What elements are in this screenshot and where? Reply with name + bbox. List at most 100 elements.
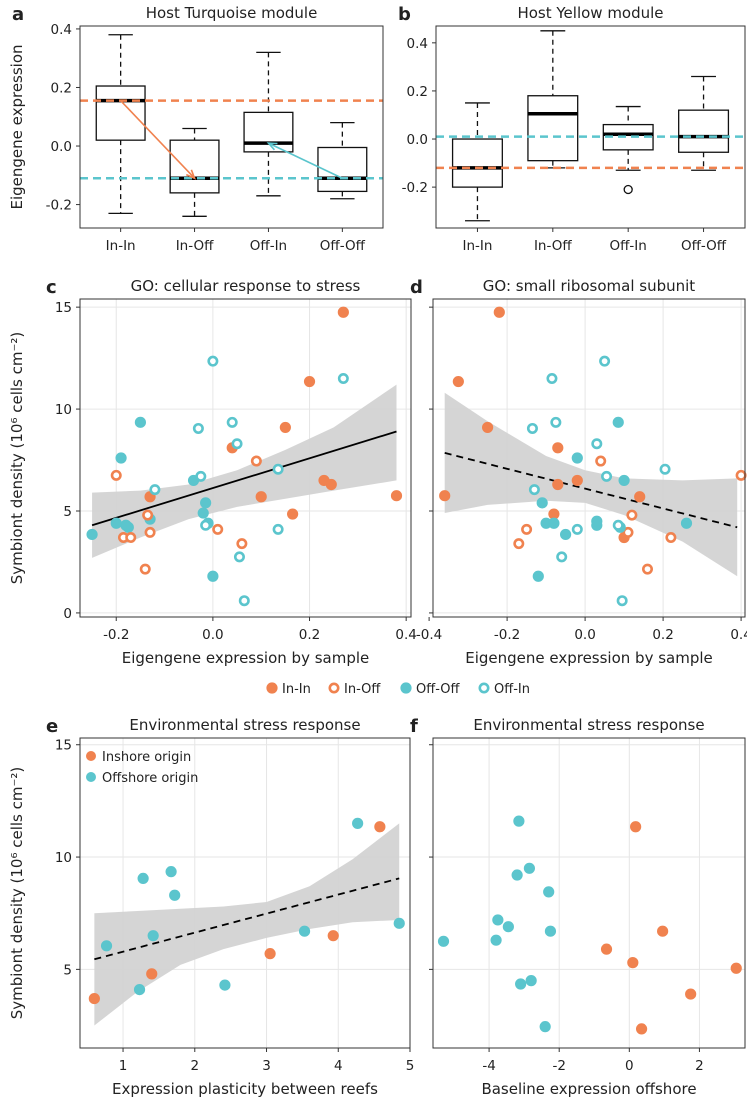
box-In-In (451, 102, 503, 222)
data-point-in (627, 957, 639, 969)
y-tick-label: 5 (63, 504, 72, 520)
data-point-in-off (139, 563, 151, 575)
data-point-in-off (212, 523, 224, 535)
plot-frame (432, 298, 746, 618)
data-point-off (492, 914, 504, 926)
data-point-in (630, 821, 642, 833)
box-Off-Off (678, 75, 730, 171)
x-tick-label: 0.4 (395, 627, 416, 643)
data-point-off (502, 921, 514, 933)
data-point-off (137, 872, 149, 884)
trend-line (91, 430, 397, 527)
data-point-in-off (626, 509, 638, 521)
data-point-off-in (601, 470, 613, 482)
data-point-off-off (532, 570, 544, 582)
category-label: Off-In (250, 238, 287, 254)
y-tick-label: -0.2 (46, 198, 72, 214)
panel-letter: c (46, 277, 57, 298)
x-tick-label: 0.0 (574, 627, 595, 643)
legend-marker (86, 772, 96, 782)
box-Off-In (243, 51, 294, 197)
data-point-in (88, 992, 100, 1005)
box-iqr (527, 95, 579, 162)
data-point-in-in (634, 491, 646, 503)
data-point-off-off (559, 528, 572, 541)
category-label: In-In (106, 238, 136, 254)
y-tick-label: 10 (55, 402, 72, 418)
y-tick-label: 15 (55, 738, 72, 754)
data-point-off (539, 1021, 551, 1033)
plot-frame (435, 25, 746, 229)
box-In-Off (169, 127, 220, 217)
y-tick-label: 0.4 (407, 36, 428, 52)
data-point-off-off (207, 570, 219, 582)
data-point-off-in (526, 422, 538, 434)
data-point-off-off (612, 416, 624, 428)
x-tick-label: -4 (482, 1058, 495, 1074)
x-tick-label: 0.4 (730, 627, 747, 643)
data-point-off (165, 866, 177, 878)
chart-title: Environmental stress response (473, 716, 704, 734)
box-iqr (169, 139, 220, 194)
y-axis-label: Symbiont density (10⁶ cells cm⁻²) (8, 332, 26, 585)
x-tick-label: 5 (406, 1058, 415, 1074)
panel-letter: a (12, 4, 24, 25)
data-point-off (523, 862, 536, 874)
panel-e: 5 10 15 1 2 3 4 5 Inshore origin Offshore origin e… (8, 716, 414, 1098)
data-point-in (146, 968, 158, 980)
data-point-off-in (546, 372, 558, 384)
x-tick-label: -0.4 (416, 627, 442, 643)
data-point-in-in (452, 375, 464, 388)
data-point-off-in (599, 355, 611, 367)
data-point-in (730, 962, 742, 974)
data-point-in-off (735, 469, 747, 481)
data-point-off-in (200, 519, 212, 531)
plot-frame (432, 737, 746, 1049)
data-point-in-off (142, 509, 154, 521)
data-point-off-off (122, 521, 134, 533)
legend-label: Off-Off (416, 682, 460, 697)
data-point-in-off (125, 531, 137, 543)
data-point-off-in (550, 416, 562, 428)
data-point-off-in (207, 355, 219, 367)
data-point-off (100, 940, 113, 952)
legend-marker-off-off (400, 682, 412, 694)
x-axis-label: Baseline expression offshore (481, 1080, 696, 1098)
panel-letter: e (46, 716, 58, 737)
chart-title: GO: cellular response to stress (131, 277, 361, 295)
data-point-off-off (86, 528, 98, 541)
data-point-off-in (556, 551, 568, 563)
data-point-off-off (548, 517, 560, 529)
data-point-in-off (250, 455, 262, 467)
data-point-off-off (591, 515, 603, 527)
box-In-Off (527, 30, 579, 169)
x-tick-label: 1 (119, 1058, 128, 1074)
data-point-off (513, 815, 525, 827)
data-point-off (219, 979, 231, 991)
data-point-in-in (552, 442, 564, 454)
x-tick-label: -2 (552, 1058, 565, 1074)
data-point-off-in (149, 484, 161, 496)
data-point-in-in (325, 478, 337, 491)
data-point-off-in (337, 372, 349, 384)
data-point-in (635, 1023, 648, 1035)
data-point-in-in (287, 508, 299, 520)
panel-b: -0.2 0.0 0.2 0.4 In-In In-Off Off-In Off-Off b Ho… (398, 4, 746, 254)
data-point-in-off (110, 469, 122, 481)
shift-arrow (120, 100, 196, 179)
trend-line (444, 452, 738, 529)
data-point-in (685, 988, 697, 1000)
chart-title: GO: small ribosomal subunit (483, 277, 695, 295)
legend-label: Inshore origin (102, 750, 191, 765)
data-point-in-off (513, 538, 525, 550)
data-point-off-off (115, 452, 127, 464)
box-Off-In (602, 105, 654, 195)
plot-frame (79, 737, 411, 1049)
y-tick-label: 5 (63, 962, 72, 978)
data-point-off (147, 930, 159, 942)
category-label: Off-In (610, 238, 647, 254)
plot-frame (79, 298, 412, 618)
data-point-off-in (612, 519, 624, 531)
data-point-off (352, 817, 364, 829)
x-tick-label: 0.0 (202, 627, 223, 643)
